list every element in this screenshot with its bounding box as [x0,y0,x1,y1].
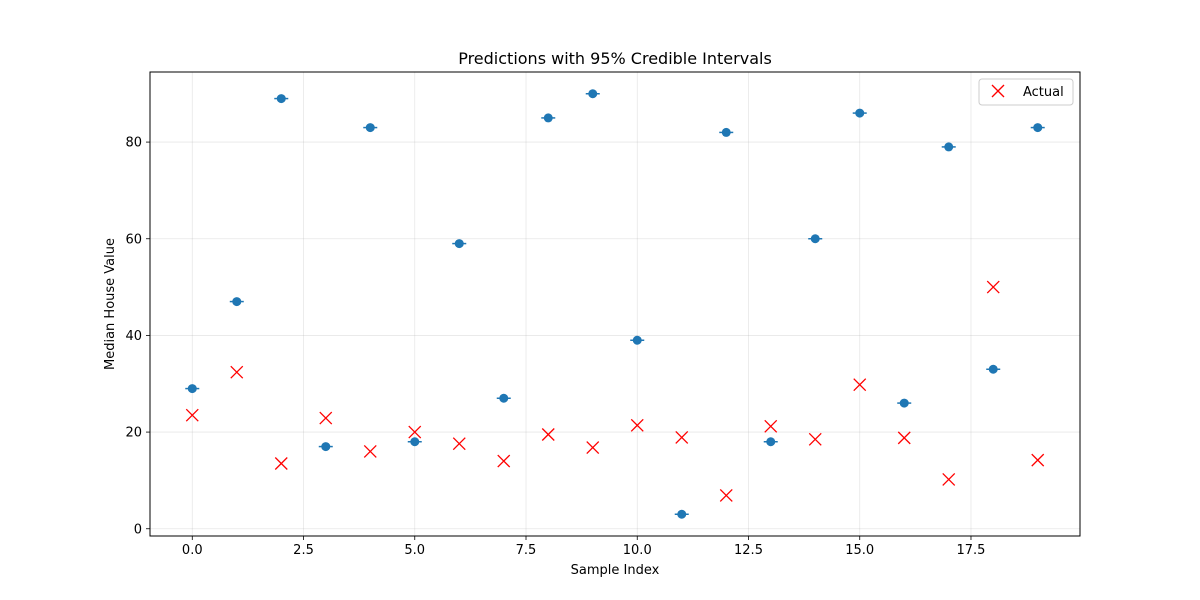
prediction-marker [632,335,642,345]
x-tick-label: 15.0 [845,543,874,558]
prediction-marker [454,239,464,249]
prediction-point [363,123,378,133]
y-tick-label: 60 [125,232,142,247]
y-axis-label: Median House Value [103,238,118,370]
prediction-point [674,509,689,519]
actual-point [630,418,644,432]
prediction-point [185,384,200,394]
prediction-point [941,142,956,152]
prediction-marker [321,442,331,452]
prediction-marker [365,123,375,133]
prediction-point [229,297,244,307]
prediction-marker [410,437,420,447]
actual-point [719,488,733,502]
x-tick-label: 2.5 [293,543,314,558]
actual-point [586,441,600,455]
prediction-marker [944,142,954,152]
prediction-point [630,335,645,345]
y-tick-label: 20 [125,426,142,441]
actual-point [986,280,1000,294]
actual-point [452,437,466,451]
legend-actual-marker [991,84,1005,98]
prediction-point [585,89,600,99]
x-axis: 0.0 2.5 5.0 7.5 10.0 12.5 15.0 17.5 [182,536,986,558]
actual-point [541,428,555,441]
x-axis-label: Sample Index [571,563,660,578]
prediction-marker [899,398,909,408]
prediction-marker [187,384,197,394]
prediction-point [274,94,289,104]
prediction-marker [588,89,598,99]
prediction-point [763,437,778,447]
actual-point [319,411,333,425]
prediction-marker [1033,123,1043,133]
actual-point [764,419,778,433]
actual-point [897,431,911,445]
x-tick-label: 17.5 [957,543,986,558]
prediction-point [719,127,734,137]
plot-frame [149,71,1081,537]
y-tick-label: 80 [125,136,142,151]
x-tick-label: 0.0 [182,543,203,558]
prediction-marker [276,94,286,104]
plot-area [185,89,1045,519]
actual-point [675,430,689,444]
y-axis: 0 20 40 60 80 [125,136,150,537]
actual-point [808,432,822,446]
prediction-marker [677,509,687,519]
prediction-marker [499,393,509,403]
prediction-point [452,239,467,249]
prediction-marker [543,113,553,123]
actual-point [942,472,956,486]
prediction-point [808,234,823,244]
x-tick-label: 10.0 [623,543,652,558]
prediction-marker [988,364,998,374]
prediction-point [407,437,422,447]
prediction-marker [232,297,242,307]
prediction-point [1030,123,1045,133]
actual-point [853,378,867,392]
prediction-marker [855,108,865,118]
actual-point [408,425,422,439]
prediction-point [986,364,1001,374]
grid [150,72,1080,536]
prediction-point [318,442,333,452]
chart-title: Predictions with 95% Credible Intervals [458,49,772,68]
y-tick-label: 0 [134,522,142,537]
prediction-marker [721,127,731,137]
legend-box [978,78,1074,106]
actual-point [1031,453,1045,467]
y-tick-label: 40 [125,329,142,344]
x-tick-label: 12.5 [734,543,763,558]
prediction-point [496,393,511,403]
prediction-marker [810,234,820,244]
actual-point [230,365,244,379]
prediction-marker [766,437,776,447]
legend-x-marker [991,84,1005,98]
actual-point [497,454,511,468]
actual-point [363,444,377,458]
x-tick-label: 7.5 [516,543,537,558]
prediction-point [541,113,556,123]
x-tick-label: 5.0 [404,543,425,558]
legend: Actual [978,78,1074,106]
prediction-point [852,108,867,118]
actual-point [274,457,288,470]
prediction-point [897,398,912,408]
legend-actual-label: Actual [1023,85,1064,100]
actual-point [185,408,199,422]
